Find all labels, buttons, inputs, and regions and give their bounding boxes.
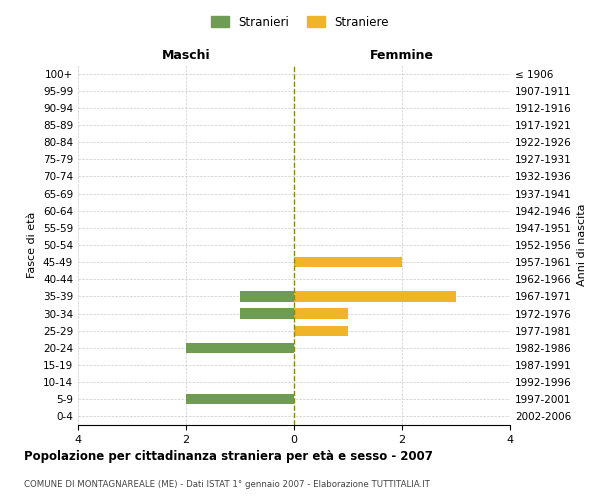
Text: Femmine: Femmine: [370, 48, 434, 62]
Text: Maschi: Maschi: [161, 48, 211, 62]
Text: Popolazione per cittadinanza straniera per età e sesso - 2007: Popolazione per cittadinanza straniera p…: [24, 450, 433, 463]
Bar: [294, 257, 402, 268]
Bar: [294, 308, 348, 318]
Legend: Stranieri, Straniere: Stranieri, Straniere: [206, 11, 394, 34]
Bar: [186, 394, 294, 404]
Y-axis label: Anni di nascita: Anni di nascita: [577, 204, 587, 286]
Bar: [240, 292, 294, 302]
Bar: [294, 326, 348, 336]
Bar: [294, 292, 456, 302]
Y-axis label: Fasce di età: Fasce di età: [28, 212, 37, 278]
Bar: [186, 342, 294, 353]
Text: COMUNE DI MONTAGNAREALE (ME) - Dati ISTAT 1° gennaio 2007 - Elaborazione TUTTITA: COMUNE DI MONTAGNAREALE (ME) - Dati ISTA…: [24, 480, 430, 489]
Bar: [240, 308, 294, 318]
